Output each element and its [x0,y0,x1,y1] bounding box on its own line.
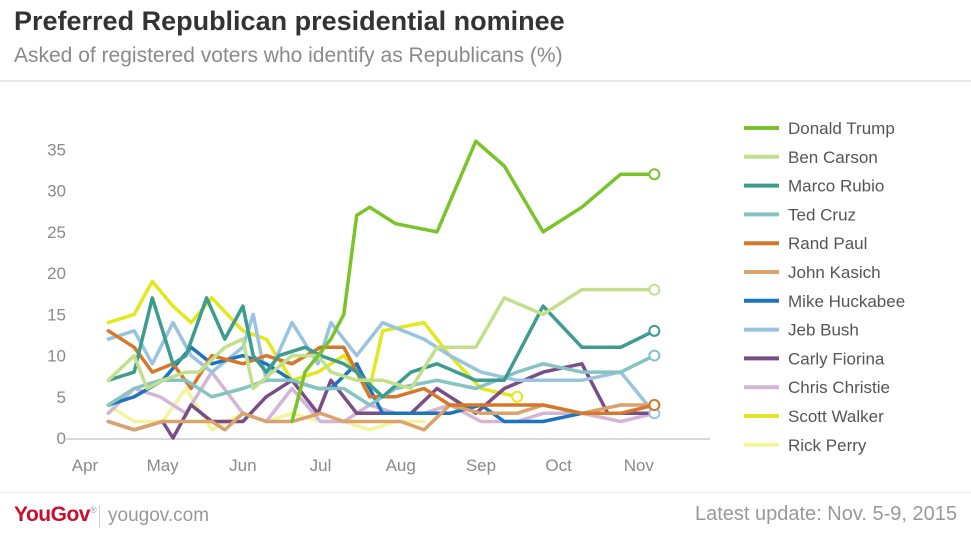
series-line [106,353,657,407]
series-line [106,329,657,416]
y-tick-label: 10 [47,347,66,366]
site-link[interactable]: yougov.com [108,505,210,526]
y-tick-label: 15 [47,305,66,324]
x-tick-label: Oct [545,456,572,475]
series-end-marker [648,168,661,181]
series-end-marker [648,349,661,362]
y-tick-label: 25 [47,223,66,242]
x-tick-label: Apr [72,456,99,475]
series-end-marker [648,283,661,296]
series-line [106,403,657,432]
chart-title: Preferred Republican presidential nomine… [14,6,565,36]
y-tick-label: 30 [47,182,66,201]
legend-item: Ted Cruz [788,205,856,224]
series-line [290,139,657,424]
footer-divider [0,492,971,493]
yougov-logo[interactable]: YouGov® [14,503,97,526]
header-divider [0,80,971,82]
legend-item: Chris Christie [788,378,890,397]
legend-item: Jeb Bush [788,321,859,340]
x-tick-label: May [147,456,180,475]
y-tick-label: 5 [57,388,66,407]
y-tick-label: 20 [47,264,66,283]
x-tick-label: Aug [386,456,416,475]
series-line [106,287,657,391]
latest-update: Latest update: Nov. 5-9, 2015 [694,503,957,525]
legend-item: John Kasich [788,263,881,282]
legend-item: Ben Carson [788,148,878,167]
series-end-marker [648,324,661,337]
y-tick-label: 35 [47,140,66,159]
line-chart: 0 5 10 15 20 25 30 35 Apr May Jun Jul Aug Sep Oct Nov D… [47,119,905,475]
registered-mark: ® [89,505,97,515]
y-tick-label: 0 [57,429,66,448]
legend-item: Rand Paul [788,234,867,253]
series-line [106,296,657,399]
series-end-marker [648,399,661,412]
chart-subtitle: Asked of registered voters who identify … [14,44,563,67]
legend-item: Donald Trump [788,119,895,138]
chart-legend: Donald Trump Ben Carson Marco Rubio Ted Cru… [744,119,905,455]
legend-item: Mike Huckabee [788,292,905,311]
series-line [106,312,657,416]
series-line [106,362,657,440]
x-tick-label: Jun [229,456,256,475]
legend-item: Marco Rubio [788,177,884,196]
x-tick-label: Nov [624,456,655,475]
legend-item: Carly Fiorina [788,349,885,368]
series-end-marker [511,390,524,403]
legend-item: Scott Walker [788,407,884,426]
chart-series [106,139,661,440]
legend-item: Rick Perry [788,436,867,455]
footer-separator [99,506,100,528]
x-tick-label: Sep [466,456,496,475]
x-tick-label: Jul [310,456,332,475]
